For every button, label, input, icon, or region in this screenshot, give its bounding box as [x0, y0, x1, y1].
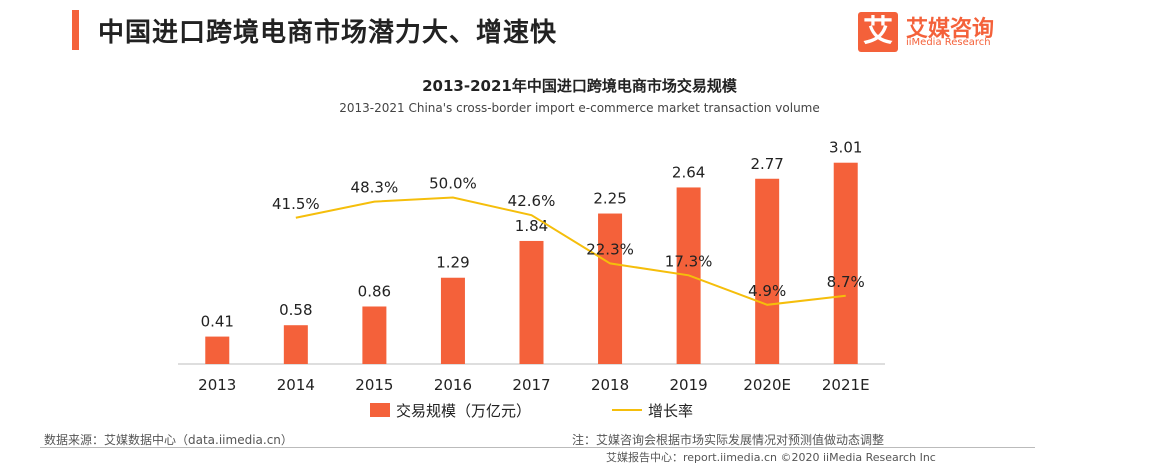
logo-english-name: iiMedia Research [906, 37, 991, 48]
growth-rate-label: 8.7% [827, 273, 865, 291]
x-tick-label: 2019 [670, 376, 708, 394]
bar-value-label: 1.29 [436, 254, 469, 272]
bar-value-label: 2.64 [672, 163, 705, 181]
brand-logo: 艾 艾媒咨询 iiMedia Research [858, 12, 1028, 52]
growth-rate-line [295, 196, 846, 306]
chart-title: 2013-2021年中国进口跨境电商市场交易规模 [422, 77, 737, 95]
x-tick-label: 2016 [434, 376, 472, 394]
bar-value-label: 1.84 [515, 217, 548, 235]
bar-2015 [362, 306, 387, 364]
logo-chinese-name: 艾媒咨询 [906, 17, 995, 42]
bar-value-label: 2.77 [750, 155, 783, 173]
x-tick-label: 2015 [355, 376, 393, 394]
footer-divider [40, 447, 1035, 448]
page-title: 中国进口跨境电商市场潜力大、增速快 [98, 18, 558, 48]
x-tick-label: 2021E [822, 376, 870, 394]
bar-2020E [755, 178, 780, 364]
x-tick-label: 2017 [512, 376, 550, 394]
legend-line-label: 增长率 [648, 402, 693, 420]
growth-rate-label: 4.9% [748, 282, 786, 300]
growth-rate-label: 42.6% [508, 192, 556, 210]
growth-rate-label: 50.0% [429, 175, 477, 193]
bar-2013 [205, 336, 230, 364]
growth-rate-label: 17.3% [665, 252, 713, 270]
chart-subtitle: 2013-2021 China's cross-border import e-… [339, 101, 820, 115]
bar-2014 [283, 325, 308, 364]
bar-2018 [598, 213, 623, 364]
x-tick-label: 2020E [743, 376, 791, 394]
bar-2021E [833, 162, 858, 364]
logo-mark-icon: 艾 [858, 12, 898, 52]
growth-rate-label: 48.3% [351, 179, 399, 197]
forecast-note: 注：艾媒咨询会根据市场实际发展情况对预测值做动态调整 [572, 433, 885, 447]
bar-value-label: 2.25 [593, 190, 626, 208]
title-accent-bar [72, 10, 79, 50]
copyright: 艾媒报告中心：report.iimedia.cn ©2020 iiMedia R… [606, 451, 936, 464]
bar-value-label: 0.58 [279, 301, 312, 319]
x-tick-label: 2014 [277, 376, 315, 394]
bar-value-label: 0.86 [358, 282, 391, 300]
legend-bar-swatch [370, 403, 390, 417]
legend-bar-label: 交易规模（万亿元） [396, 402, 531, 420]
growth-rate-label: 41.5% [272, 195, 320, 213]
bar-2017 [519, 240, 544, 364]
bar-2016 [440, 277, 465, 364]
x-tick-label: 2013 [198, 376, 236, 394]
bar-value-label: 3.01 [829, 139, 862, 157]
data-source: 数据来源：艾媒数据中心（data.iimedia.cn） [44, 433, 293, 447]
growth-rate-label: 22.3% [586, 240, 634, 258]
x-tick-label: 2018 [591, 376, 629, 394]
bar-value-label: 0.41 [201, 313, 234, 331]
